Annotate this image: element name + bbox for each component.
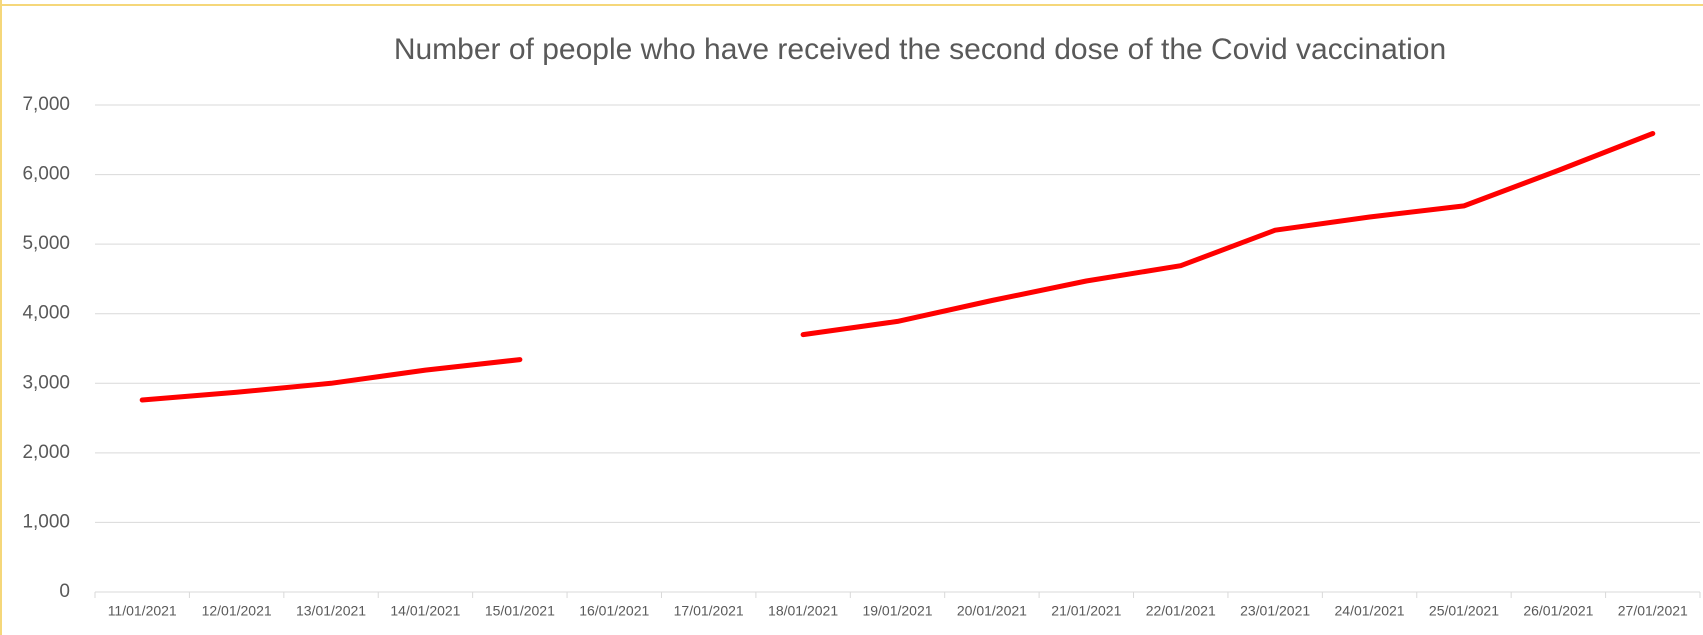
x-tick-label: 11/01/2021 [108,603,177,619]
series-line [139,131,1656,403]
y-tick-label: 3,000 [22,372,70,393]
y-tick-label: 7,000 [22,94,70,115]
y-tick-label: 4,000 [22,303,70,324]
x-tick-label: 26/01/2021 [1523,603,1593,619]
x-tick-label: 21/01/2021 [1051,603,1121,619]
x-tick-label: 14/01/2021 [390,603,460,619]
y-tick-label: 1,000 [22,511,70,532]
x-tick-label: 12/01/2021 [202,603,272,619]
x-tick-label: 16/01/2021 [579,603,649,619]
x-tick-label: 22/01/2021 [1146,603,1216,619]
x-tick-label: 27/01/2021 [1618,603,1688,619]
y-tick-label: 0 [59,581,70,602]
x-tick-label: 23/01/2021 [1240,603,1310,619]
x-tick-label: 20/01/2021 [957,603,1027,619]
x-tick-label: 13/01/2021 [296,603,366,619]
y-tick-label: 2,000 [22,442,70,463]
x-tick-label: 19/01/2021 [862,603,932,619]
x-tick-label: 17/01/2021 [674,603,744,619]
x-tick-label: 25/01/2021 [1429,603,1499,619]
y-tick-label: 6,000 [22,164,70,185]
x-tick-label: 18/01/2021 [768,603,838,619]
y-tick-label: 5,000 [22,233,70,254]
x-tick-label: 15/01/2021 [485,603,555,619]
x-tick-label: 24/01/2021 [1335,603,1405,619]
chart-title: Number of people who have received the s… [394,33,1446,66]
